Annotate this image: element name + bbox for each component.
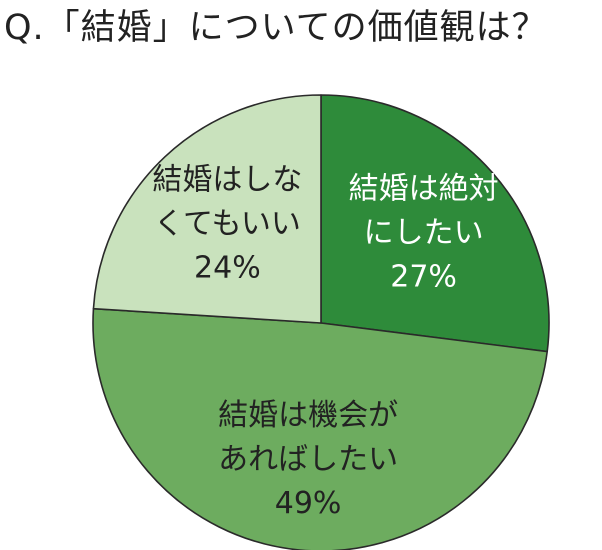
chart-title: Q.「結婚」についての価値観は？ bbox=[4, 8, 548, 48]
pie-slice-3 bbox=[92, 94, 322, 324]
slice-value-label: 49% bbox=[275, 486, 342, 521]
slice-category-label: あればしたい bbox=[218, 442, 398, 477]
slice-category-label: にしたい bbox=[364, 216, 484, 251]
slice-category-label: くてもいい bbox=[154, 206, 301, 241]
slice-category-label: 結婚は絶対 bbox=[349, 172, 499, 207]
slice-category-label: 結婚は機会が bbox=[218, 398, 398, 433]
pie-slice-1 bbox=[320, 94, 550, 353]
slice-category-label: 結婚はしな bbox=[152, 162, 302, 197]
pie-slices bbox=[92, 94, 550, 550]
slice-value-label: 24% bbox=[194, 250, 261, 285]
slice-value-label: 27% bbox=[390, 260, 457, 295]
